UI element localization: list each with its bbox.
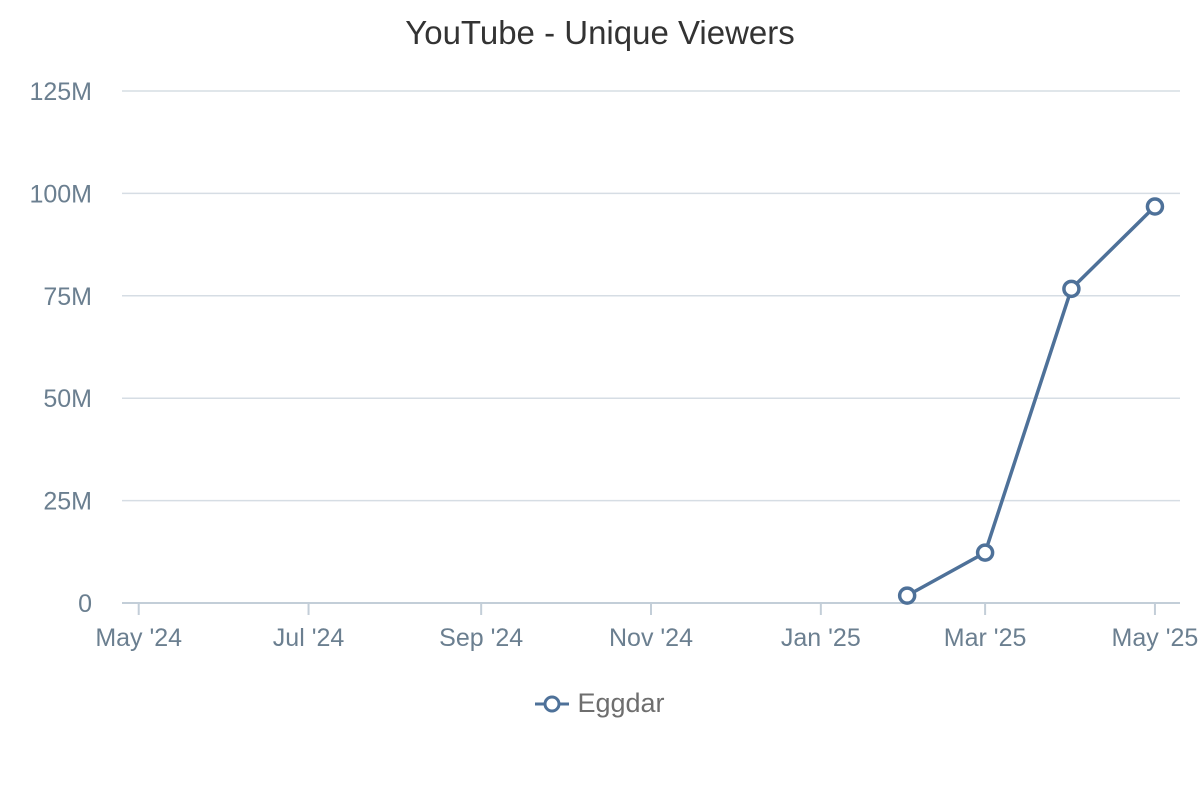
y-tick-label: 100M [29, 180, 92, 208]
x-tick-label: May '25 [1112, 624, 1199, 652]
data-point[interactable] [975, 543, 995, 562]
y-tick-label: 75M [43, 283, 92, 311]
y-tick-label: 125M [29, 78, 92, 106]
chart-title: YouTube - Unique Viewers [405, 14, 795, 51]
x-tick-label: May '24 [95, 624, 182, 652]
legend-marker-icon [535, 695, 570, 712]
series-line [906, 205, 1157, 598]
data-point[interactable] [1145, 197, 1165, 216]
y-tick-label: 50M [43, 385, 92, 413]
x-tick-label: Mar '25 [944, 624, 1027, 652]
x-tick-label: Jan '25 [781, 624, 861, 652]
x-tick-label: Jul '24 [273, 624, 345, 652]
x-tick-label: Sep '24 [439, 624, 523, 652]
legend-item-eggdar[interactable]: Eggdar [535, 688, 665, 719]
legend-label: Eggdar [577, 688, 665, 718]
y-tick-label: 25M [43, 488, 92, 516]
series-layer [897, 197, 1165, 605]
legend: Eggdar [0, 688, 1200, 721]
y-tick-label: 0 [78, 590, 92, 618]
axis-layer: 0 25M 50M 75M 100M 125M May '24 Jul '24 Sep '24 N… [29, 78, 1198, 652]
data-point[interactable] [897, 586, 917, 605]
x-tick-label: Nov '24 [609, 624, 693, 652]
data-point[interactable] [1062, 279, 1081, 299]
